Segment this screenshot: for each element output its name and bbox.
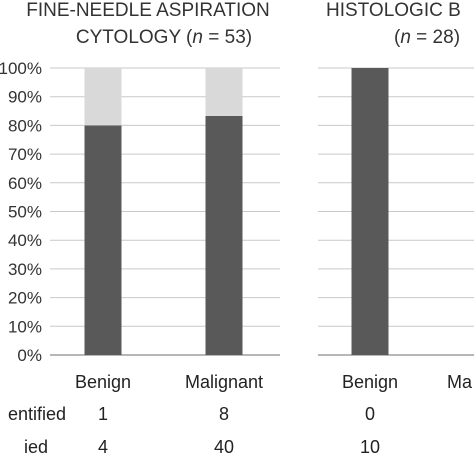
category-label-benign-2: Benign bbox=[342, 372, 398, 392]
y-tick-label: 0% bbox=[17, 346, 42, 365]
gridlines-right bbox=[318, 67, 474, 356]
y-tick-labels: 0% 10% 20% 30% 40% 50% 60% 70% 80% 90% 100% bbox=[0, 59, 42, 365]
row2-value-benign-2: 10 bbox=[360, 437, 380, 457]
row1-value-malignant: 8 bbox=[219, 404, 229, 424]
chart-title-2: HISTOLOGIC B bbox=[326, 0, 461, 21]
chart-subtitle-1: CYTOLOGY (n = 53) bbox=[76, 27, 252, 48]
row-label-identified: entified bbox=[8, 404, 66, 424]
category-label-ma: Ma bbox=[447, 372, 473, 392]
row1-value-benign-2: 0 bbox=[365, 404, 375, 424]
category-label-malignant: Malignant bbox=[185, 372, 263, 392]
row2-value-benign: 4 bbox=[98, 437, 108, 457]
y-tick-label: 20% bbox=[8, 289, 42, 308]
y-tick-label: 90% bbox=[8, 88, 42, 107]
row2-value-malignant: 40 bbox=[214, 437, 234, 457]
bar-segment-primary bbox=[351, 68, 389, 355]
chart-subtitle-2: (n = 28) bbox=[394, 27, 460, 48]
bar-segment-primary bbox=[84, 125, 122, 356]
y-tick-label: 10% bbox=[8, 317, 42, 336]
bar-segment-secondary bbox=[205, 68, 243, 116]
y-tick-label: 50% bbox=[8, 203, 42, 222]
y-tick-label: 60% bbox=[8, 174, 42, 193]
y-tick-label: 30% bbox=[8, 260, 42, 279]
chart-title-1: FINE-NEEDLE ASPIRATION bbox=[26, 0, 270, 21]
bar-segment-primary bbox=[205, 115, 243, 355]
row-label-ied: ied bbox=[24, 437, 48, 457]
y-tick-label: 80% bbox=[8, 116, 42, 135]
bar-segment-secondary bbox=[84, 68, 122, 126]
row1-value-benign: 1 bbox=[98, 404, 108, 424]
y-tick-label: 40% bbox=[8, 231, 42, 250]
category-label-benign: Benign bbox=[75, 372, 131, 392]
y-tick-label: 100% bbox=[0, 59, 42, 78]
y-tick-label: 70% bbox=[8, 145, 42, 164]
bars bbox=[84, 68, 389, 356]
